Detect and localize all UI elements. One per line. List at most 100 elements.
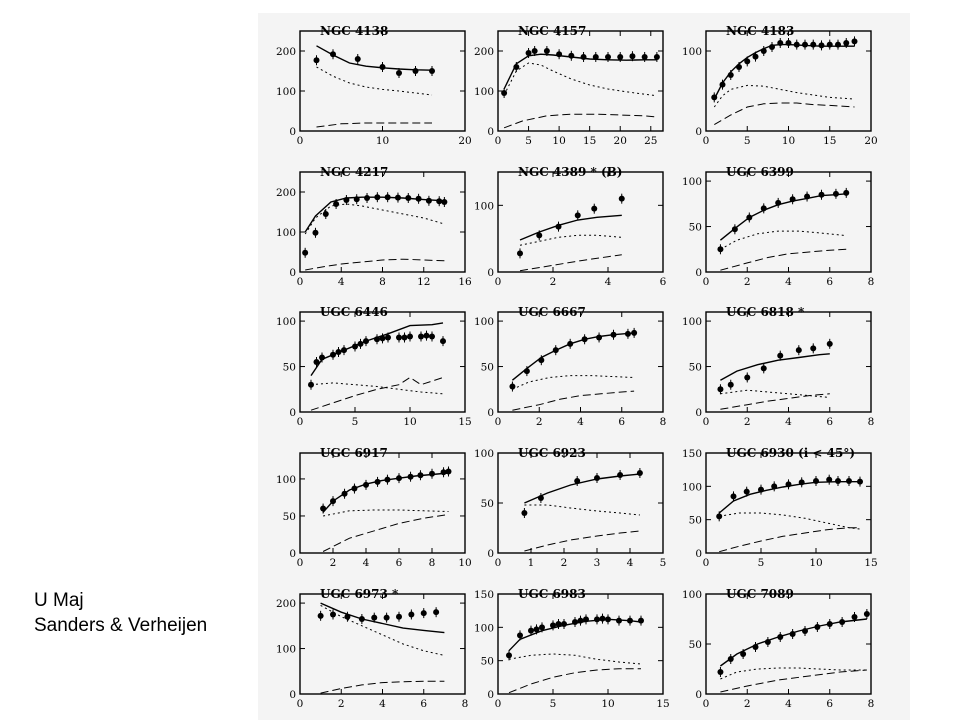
data-point bbox=[851, 614, 858, 620]
data-point bbox=[777, 352, 784, 359]
y-tick-label: 100 bbox=[276, 227, 296, 239]
x-tick-label: 10 bbox=[403, 416, 416, 428]
x-tick-label: 4 bbox=[363, 557, 370, 569]
data-point bbox=[826, 340, 833, 347]
x-tick-label: 4 bbox=[605, 276, 612, 288]
panel-frame bbox=[299, 171, 466, 273]
x-tick-label: 4 bbox=[379, 698, 386, 710]
panel: UGC 6399 0 2 4 6 8 0 50 100 bbox=[682, 165, 874, 288]
panel-title: UGC 7089 bbox=[726, 587, 794, 601]
data-point bbox=[552, 347, 559, 354]
x-tick-label: 6 bbox=[420, 698, 427, 710]
panel: NGC 4389 * (B) 0 2 4 6 0 100 bbox=[474, 165, 667, 288]
x-tick-label: 4 bbox=[785, 698, 792, 710]
data-point bbox=[835, 478, 841, 484]
data-point bbox=[843, 40, 850, 46]
data-point bbox=[420, 610, 427, 617]
data-point bbox=[568, 52, 575, 59]
data-point bbox=[363, 338, 369, 345]
panel-title: UGC 6818 * bbox=[726, 305, 805, 319]
x-tick-label: 6 bbox=[618, 416, 625, 428]
data-point bbox=[846, 478, 852, 484]
data-point bbox=[555, 621, 562, 627]
disk-curve bbox=[512, 375, 635, 390]
data-point bbox=[429, 470, 435, 477]
y-tick-label: 0 bbox=[487, 267, 494, 279]
data-point bbox=[330, 611, 336, 618]
data-point bbox=[312, 229, 319, 236]
data-point bbox=[716, 513, 723, 520]
data-point bbox=[574, 478, 581, 484]
data-point bbox=[717, 386, 724, 393]
panel-title: UGC 6983 bbox=[518, 587, 586, 601]
panel: NGC 4183 0 5 10 15 20 0 100 bbox=[682, 24, 878, 147]
gas-curve bbox=[508, 668, 641, 694]
data-point bbox=[317, 612, 324, 619]
x-tick-label: 20 bbox=[864, 135, 877, 147]
data-point bbox=[537, 495, 544, 501]
x-tick-label: 0 bbox=[703, 557, 710, 569]
panel-frame bbox=[705, 311, 872, 413]
x-tick-label: 5 bbox=[660, 557, 667, 569]
fit-curve bbox=[320, 602, 445, 634]
data-point bbox=[396, 334, 402, 341]
panel-frame bbox=[497, 30, 664, 132]
data-point bbox=[506, 652, 512, 659]
y-tick-label: 0 bbox=[487, 689, 494, 701]
data-point bbox=[374, 478, 381, 485]
data-point bbox=[396, 475, 402, 482]
y-tick-label: 50 bbox=[481, 498, 494, 510]
data-point bbox=[813, 478, 819, 484]
data-point bbox=[423, 332, 430, 339]
y-tick-label: 50 bbox=[283, 362, 296, 374]
y-tick-label: 200 bbox=[276, 46, 296, 58]
y-tick-label: 0 bbox=[289, 267, 296, 279]
data-point bbox=[717, 669, 724, 675]
data-point bbox=[851, 38, 858, 45]
x-tick-label: 1 bbox=[528, 557, 535, 569]
data-point bbox=[814, 624, 821, 630]
data-point bbox=[383, 614, 390, 621]
y-tick-label: 100 bbox=[276, 474, 296, 486]
data-point bbox=[653, 54, 660, 60]
data-point bbox=[802, 41, 808, 48]
disk-curve bbox=[508, 653, 642, 665]
panel: UGC 6667 0 2 4 6 8 0 50 100 bbox=[474, 305, 666, 428]
fit-curve bbox=[519, 214, 622, 241]
x-tick-label: 10 bbox=[552, 135, 565, 147]
data-point bbox=[379, 64, 386, 70]
data-point bbox=[802, 628, 808, 634]
x-tick-label: 3 bbox=[594, 557, 601, 569]
x-tick-label: 0 bbox=[703, 135, 710, 147]
data-point bbox=[771, 483, 778, 490]
data-point bbox=[631, 329, 638, 336]
data-point bbox=[793, 41, 800, 48]
data-point bbox=[810, 41, 817, 48]
panel-frame bbox=[705, 593, 872, 695]
data-point bbox=[371, 614, 378, 621]
x-tick-label: 6 bbox=[396, 557, 403, 569]
gas-curve bbox=[322, 514, 449, 552]
data-point bbox=[785, 40, 792, 46]
data-point bbox=[577, 617, 584, 624]
x-tick-label: 8 bbox=[462, 698, 469, 710]
data-point bbox=[764, 639, 771, 645]
y-tick-label: 50 bbox=[689, 639, 702, 651]
x-tick-label: 4 bbox=[338, 276, 345, 288]
data-point bbox=[436, 198, 443, 205]
y-tick-label: 100 bbox=[682, 176, 702, 188]
data-point bbox=[826, 621, 833, 627]
data-point bbox=[343, 197, 350, 203]
panel-frame bbox=[497, 452, 664, 554]
data-point bbox=[550, 622, 556, 629]
data-point bbox=[596, 334, 603, 341]
data-point bbox=[717, 246, 724, 253]
y-tick-label: 100 bbox=[474, 200, 494, 212]
data-point bbox=[517, 632, 523, 639]
gas-curve bbox=[720, 248, 847, 271]
data-point bbox=[425, 197, 432, 204]
disk-curve bbox=[713, 84, 855, 108]
x-tick-label: 15 bbox=[823, 135, 836, 147]
gas-curve bbox=[503, 113, 657, 129]
